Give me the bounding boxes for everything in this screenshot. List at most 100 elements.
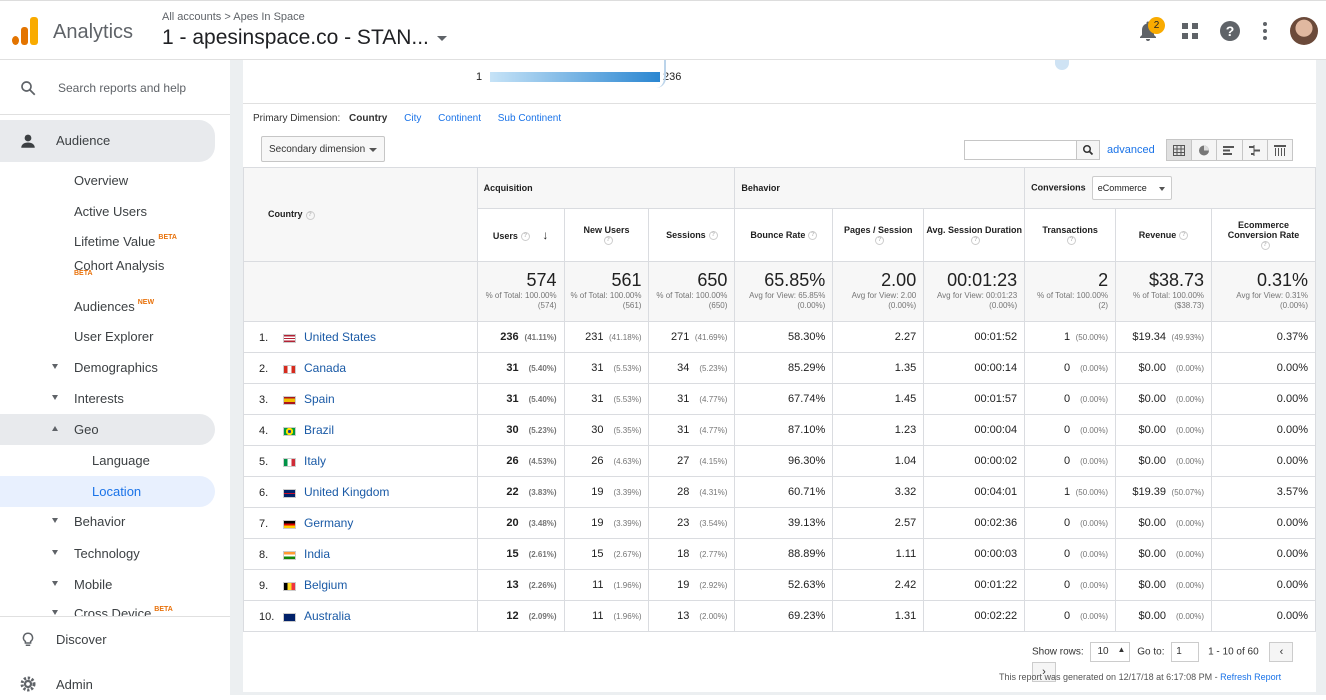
users-header-label: Users: [492, 231, 518, 241]
breadcrumb[interactable]: All accounts > Apes In Space: [162, 11, 305, 23]
column-header-revenue[interactable]: Revenue?: [1115, 208, 1213, 262]
sidebar-item-label: Geo: [74, 422, 99, 437]
sidebar-item-location[interactable]: Location: [0, 476, 215, 507]
table-row: 3. Spain 31 (5.40%) 31 (5.53%) 31 (4.77%) 67.74%…: [243, 383, 1316, 415]
view-compare-button[interactable]: [1242, 140, 1268, 160]
country-link[interactable]: Germany: [304, 516, 354, 530]
help-icon[interactable]: ?: [305, 210, 315, 220]
new-users-value: 11: [592, 579, 604, 591]
column-header-bounce-rate[interactable]: Bounce Rate?: [734, 208, 834, 262]
column-header-country[interactable]: Country?: [243, 167, 478, 262]
new-users-cell: 11 (1.96%): [563, 569, 650, 601]
revenue-cell: $19.39 (50.07%): [1115, 476, 1213, 508]
duration-cell: 00:01:22: [923, 569, 1026, 601]
sidebar-item-technology[interactable]: Technology: [0, 538, 215, 569]
view-table-button[interactable]: [1167, 140, 1193, 160]
new-users-value: 11: [592, 610, 604, 622]
users-value: 20: [506, 517, 519, 529]
revenue-pct: (0.00%): [1176, 581, 1205, 590]
table-search-input[interactable]: [964, 140, 1100, 160]
dimension-sub-continent-link[interactable]: Sub Continent: [497, 113, 562, 124]
sidebar-item-audience[interactable]: Audience: [0, 120, 215, 162]
country-link[interactable]: Brazil: [304, 423, 335, 437]
column-header-new-users[interactable]: New Users?: [563, 208, 650, 262]
sort-desc-icon[interactable]: ↓: [542, 228, 549, 242]
flag-icon: [283, 364, 296, 374]
secondary-dimension-dropdown[interactable]: Secondary dimension: [261, 136, 385, 162]
view-bar-button[interactable]: [1217, 140, 1243, 160]
table-icon: [1173, 145, 1185, 156]
country-cell: 8. India: [243, 538, 478, 570]
help-icon[interactable]: ?: [603, 236, 613, 246]
help-icon[interactable]: ?: [971, 236, 981, 246]
sidebar-item-user-explorer[interactable]: User Explorer: [0, 321, 215, 352]
country-link[interactable]: India: [304, 547, 331, 561]
help-icon[interactable]: ?: [808, 231, 818, 241]
sidebar-item-admin[interactable]: Admin: [0, 669, 215, 700]
sidebar-item-label: Cohort Analysis: [74, 258, 165, 273]
country-link[interactable]: Italy: [304, 454, 327, 468]
total-users: 574% of Total: 100.00% (574): [476, 261, 565, 322]
users-cell: 20 (3.48%): [476, 507, 565, 539]
bounce-cell: 87.10%: [734, 414, 834, 446]
sidebar-item-language[interactable]: Language: [0, 445, 215, 476]
advanced-filter-link[interactable]: advanced: [1107, 144, 1155, 156]
column-header-pages-session[interactable]: Pages / Session?: [832, 208, 925, 262]
dimension-city-link[interactable]: City: [404, 113, 422, 124]
sidebar-item-geo[interactable]: Geo: [0, 414, 215, 445]
sessions-value: 18: [677, 548, 690, 560]
apps-grid-icon[interactable]: [1178, 19, 1202, 43]
sidebar-item-behavior[interactable]: Behavior: [0, 506, 215, 537]
help-icon[interactable]: ?: [1179, 231, 1189, 241]
total-sub: Avg for View: 00:01:23 (0.00%): [936, 291, 1018, 310]
goto-input[interactable]: 1: [1171, 642, 1200, 662]
sidebar-item-overview[interactable]: Overview: [0, 165, 215, 196]
help-icon[interactable]: ?: [708, 231, 718, 241]
help-icon[interactable]: ?: [520, 232, 530, 242]
country-link[interactable]: Spain: [304, 392, 335, 406]
sidebar-item-interests[interactable]: Interests: [0, 383, 215, 414]
show-rows-select[interactable]: 10 ▲: [1090, 642, 1131, 662]
country-link[interactable]: United Kingdom: [304, 485, 390, 499]
analytics-logo-icon[interactable]: [12, 17, 38, 45]
table-search-button[interactable]: [1076, 140, 1100, 160]
sidebar-item-lifetime-value[interactable]: Lifetime Value BETA: [0, 226, 215, 257]
prev-page-button[interactable]: ‹: [1269, 642, 1294, 662]
users-value: 15: [506, 548, 519, 560]
sidebar-item-mobile[interactable]: Mobile: [0, 569, 215, 600]
help-icon[interactable]: ?: [875, 236, 885, 246]
country-link[interactable]: Canada: [304, 361, 347, 375]
column-header-conversion-rate[interactable]: Ecommerce Conversion Rate?: [1211, 208, 1316, 262]
conversions-dropdown[interactable]: eCommerce: [1091, 176, 1172, 200]
refresh-report-link[interactable]: Refresh Report: [1220, 672, 1282, 682]
country-link[interactable]: Belgium: [304, 578, 348, 592]
column-header-users[interactable]: Users? ↓: [476, 208, 565, 262]
view-selector[interactable]: 1 - apesinspace.co - STAN...: [162, 26, 447, 50]
sidebar-item-cohort-analysis[interactable]: Cohort Analysis BETA: [0, 255, 215, 295]
country-link[interactable]: United States: [304, 330, 377, 344]
new-users-cell: 31 (5.53%): [563, 383, 650, 415]
sidebar-item-active-users[interactable]: Active Users: [0, 196, 215, 227]
country-link[interactable]: Australia: [304, 609, 351, 623]
help-icon[interactable]: ?: [1067, 236, 1077, 246]
bounce-cell: 58.30%: [734, 321, 834, 353]
avatar[interactable]: [1290, 17, 1318, 45]
help-icon[interactable]: ?: [1218, 19, 1242, 43]
new-users-pct: (3.39%): [613, 519, 642, 528]
next-page-button[interactable]: ›: [1032, 662, 1056, 682]
sidebar-item-cross-device[interactable]: Cross Device BETA: [0, 600, 215, 616]
pivot-icon: [1273, 145, 1286, 156]
more-vert-icon[interactable]: [1253, 19, 1277, 43]
sidebar-item-audiences[interactable]: Audiences NEW: [0, 291, 215, 322]
dimension-continent-link[interactable]: Continent: [438, 113, 481, 124]
column-header-sessions[interactable]: Sessions?: [648, 208, 736, 262]
help-icon[interactable]: ?: [1260, 241, 1270, 251]
view-pie-button[interactable]: [1192, 140, 1218, 160]
column-header-avg-duration[interactable]: Avg. Session Duration?: [923, 208, 1026, 262]
total-sub: % of Total: 100.00% (650): [656, 291, 728, 310]
sidebar-item-demographics[interactable]: Demographics: [0, 352, 215, 383]
column-header-transactions[interactable]: Transactions?: [1024, 208, 1117, 262]
sidebar-item-discover[interactable]: Discover: [0, 624, 215, 655]
search-reports[interactable]: Search reports and help: [0, 60, 230, 115]
view-pivot-button[interactable]: [1267, 140, 1293, 160]
